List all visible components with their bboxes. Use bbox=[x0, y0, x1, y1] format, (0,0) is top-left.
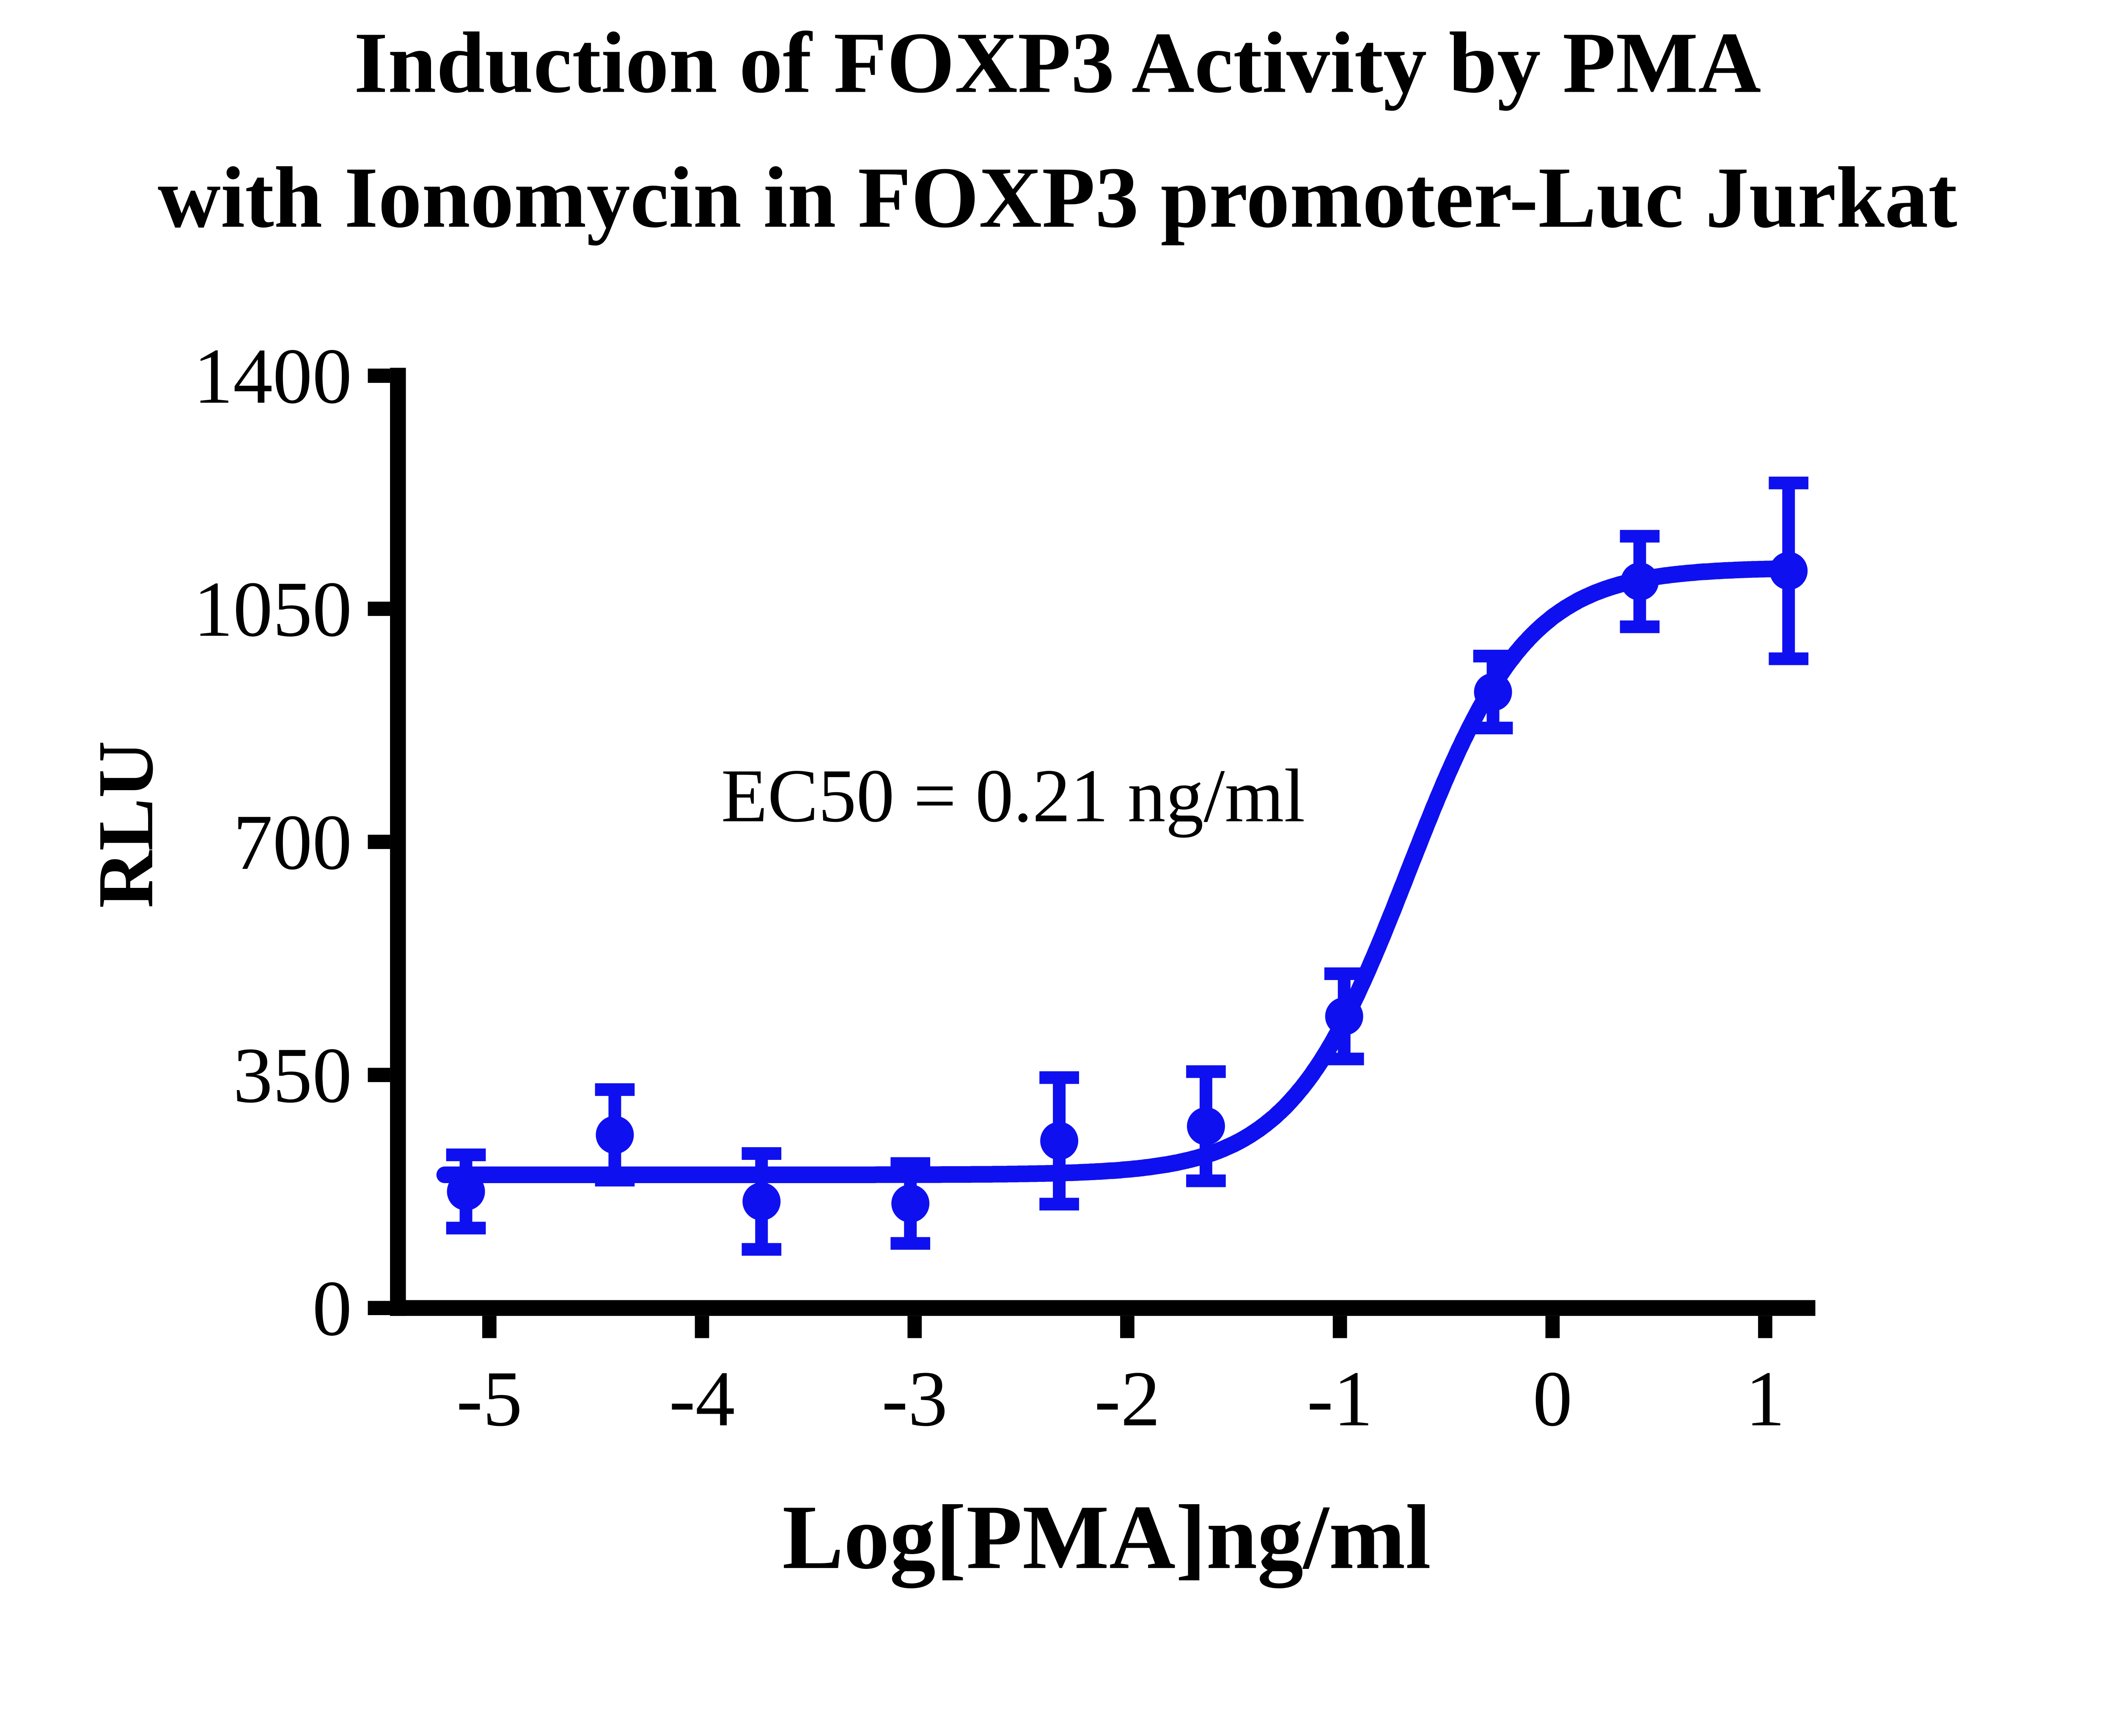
x-tick-label: -1 bbox=[1307, 1355, 1373, 1443]
y-tick-label: 700 bbox=[233, 798, 352, 886]
dose-response-figure: Induction of FOXP3 Activity by PMA with … bbox=[81, 14, 1958, 1588]
data-point-marker bbox=[596, 1115, 634, 1154]
data-point-marker bbox=[742, 1182, 781, 1221]
data-point-marker bbox=[1187, 1107, 1225, 1145]
ec50-annotation: EC50 = 0.21 ng/ml bbox=[721, 754, 1305, 838]
x-tick-label: 0 bbox=[1533, 1355, 1572, 1443]
data-points-group bbox=[447, 552, 1808, 1223]
plot-area: 0 350 700 1050 1400 -5 -4 -3 -2 -1 0 1 bbox=[193, 332, 1816, 1443]
fit-curve bbox=[436, 560, 1797, 1184]
data-point-marker bbox=[1325, 997, 1363, 1036]
x-tick-label: -5 bbox=[456, 1355, 522, 1443]
x-tick-label: -4 bbox=[669, 1355, 735, 1443]
x-tick-label: -2 bbox=[1094, 1355, 1160, 1443]
data-point-marker bbox=[1769, 552, 1808, 590]
data-point-marker bbox=[447, 1172, 485, 1211]
y-axis-label: RLU bbox=[82, 741, 170, 908]
chart-title-line1: Induction of FOXP3 Activity by PMA bbox=[354, 14, 1761, 111]
x-tick-label: -3 bbox=[882, 1355, 948, 1443]
chart-title-line2: with Ionomycin in FOXP3 promoter-Luc Jur… bbox=[158, 149, 1957, 246]
data-point-marker bbox=[891, 1184, 930, 1223]
axes-group: 0 350 700 1050 1400 -5 -4 -3 -2 -1 0 1 bbox=[193, 332, 1816, 1443]
y-tick-label: 1400 bbox=[193, 332, 352, 420]
x-tick-label: 1 bbox=[1745, 1355, 1785, 1443]
data-point-marker bbox=[1040, 1122, 1079, 1160]
data-point-marker bbox=[1621, 562, 1659, 601]
data-point-marker bbox=[1474, 673, 1512, 711]
y-tick-label: 350 bbox=[233, 1031, 352, 1119]
y-tick-label: 0 bbox=[312, 1264, 352, 1352]
chart-canvas: Induction of FOXP3 Activity by PMA with … bbox=[81, 14, 1958, 1588]
y-tick-label: 1050 bbox=[193, 565, 352, 653]
x-axis-label: Log[PMA]ng/ml bbox=[782, 1486, 1431, 1588]
